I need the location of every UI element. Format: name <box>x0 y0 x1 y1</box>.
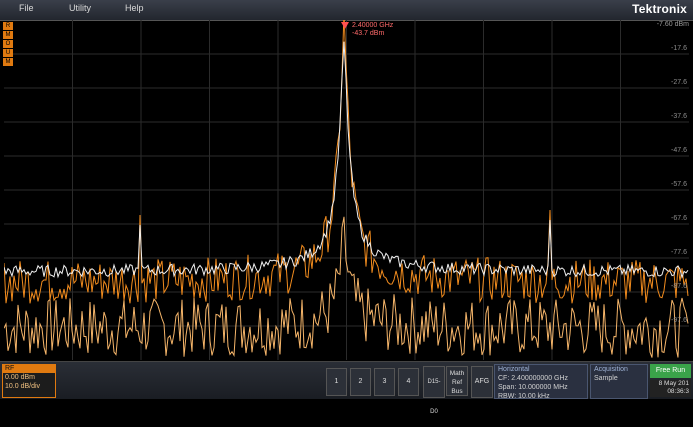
channel-3-button[interactable]: 3 <box>374 368 395 396</box>
rf-scale: 10.0 dB/div <box>5 383 41 390</box>
afg-label: AFG <box>474 378 490 385</box>
badge-u[interactable]: U <box>3 49 13 57</box>
menu-utility[interactable]: Utility <box>69 3 91 13</box>
acquisition-title: Acquisition <box>594 366 628 373</box>
trace-badges: R M O U M <box>3 22 14 67</box>
ref-level-label: -7.60 dBm <box>656 21 689 28</box>
digital-label: D15-D0 <box>427 379 441 415</box>
date-time: 8 May 201 08:36:3 <box>650 380 691 397</box>
grid <box>4 20 689 360</box>
channel-1-button[interactable]: 1 <box>326 368 347 396</box>
rf-title: RF <box>3 365 55 373</box>
channel-3-label: 3 <box>382 378 387 385</box>
y-axis-label: -37.6 <box>671 113 687 120</box>
bottom-bar: RF 0.00 dBm 10.0 dB/div 1 2 3 4 D15-D0 M… <box>0 361 693 415</box>
free-run-button[interactable]: Free Run <box>650 364 691 378</box>
spectrum-graticule[interactable] <box>4 20 689 360</box>
y-axis-label: -67.6 <box>671 215 687 222</box>
digital-button[interactable]: D15-D0 <box>423 366 445 415</box>
badge-r[interactable]: R <box>3 22 13 30</box>
channel-1-label: 1 <box>334 378 339 385</box>
y-axis-label: -87.6 <box>671 283 687 290</box>
time-label: 08:36:3 <box>667 388 689 395</box>
trace-lower <box>4 216 689 358</box>
acquisition-mode: Sample <box>594 375 618 382</box>
rbw-value: RBW: 10.00 kHz <box>498 393 550 400</box>
rf-ref-level: 0.00 dBm <box>5 374 35 381</box>
center-frequency: CF: 2.400000000 GHz <box>498 375 569 382</box>
y-axis-label: -77.6 <box>671 249 687 256</box>
y-axis-label: -57.6 <box>671 181 687 188</box>
date-label: 8 May 201 <box>658 380 689 387</box>
horizontal-panel[interactable]: Horizontal CF: 2.400000000 GHz Span: 10.… <box>494 364 588 400</box>
y-axis-label: -97.6 <box>671 317 687 324</box>
math-ref-bus-button[interactable]: Math Ref Bus <box>446 366 468 396</box>
trace-max-hold <box>4 20 689 304</box>
horizontal-title: Horizontal <box>498 366 530 373</box>
y-axis-label: -47.6 <box>671 147 687 154</box>
channel-4-button[interactable]: 4 <box>398 368 419 396</box>
badge-m[interactable]: M <box>3 31 13 39</box>
marker-icon[interactable] <box>341 22 349 30</box>
menu-file[interactable]: File <box>19 3 34 13</box>
afg-button[interactable]: AFG <box>471 366 493 398</box>
marker-frequency: 2.40000 GHz <box>352 22 394 29</box>
marker-amplitude: -43.7 dBm <box>352 30 385 37</box>
trace-average <box>4 41 689 279</box>
y-axis-label: -27.6 <box>671 79 687 86</box>
badge-o[interactable]: O <box>3 40 13 48</box>
channel-2-button[interactable]: 2 <box>350 368 371 396</box>
span-value: Span: 10.000000 MHz <box>498 384 568 391</box>
acquisition-panel[interactable]: Acquisition Sample <box>590 364 648 399</box>
brand-logo: Tektronix <box>632 2 687 16</box>
channel-2-label: 2 <box>358 378 363 385</box>
rf-badge[interactable]: RF 0.00 dBm 10.0 dB/div <box>2 364 56 398</box>
channel-4-label: 4 <box>406 378 411 385</box>
badge-m2[interactable]: M <box>3 58 13 66</box>
menu-help[interactable]: Help <box>125 3 144 13</box>
math-ref-bus-label: Math Ref Bus <box>449 370 465 395</box>
menu-bar: File Utility Help Tektronix <box>0 0 693 21</box>
y-axis-label: -17.6 <box>671 45 687 52</box>
